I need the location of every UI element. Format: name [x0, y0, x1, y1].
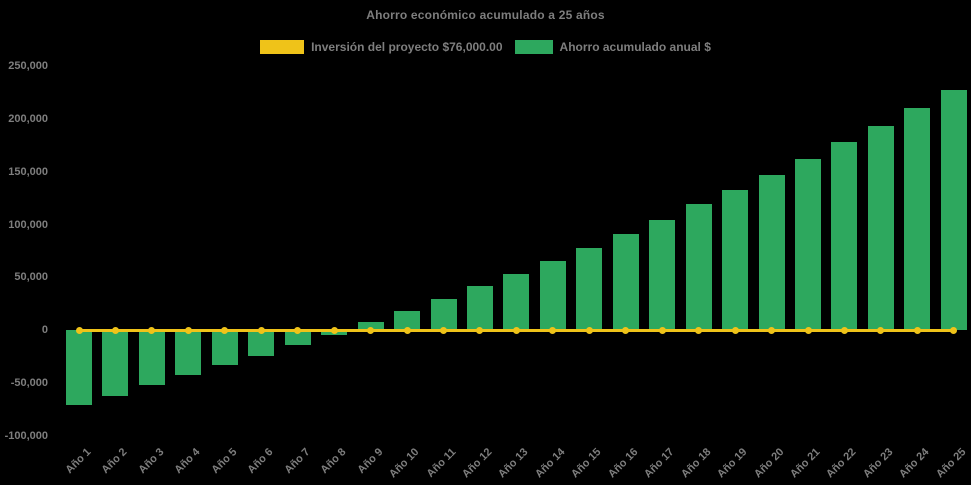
bar-año-9 [357, 321, 384, 331]
investment-marker [585, 326, 593, 334]
x-tick-label: Año 8 [318, 446, 349, 477]
x-tick-label: Año 1 [63, 446, 94, 477]
bar-año-24 [904, 108, 931, 331]
bar-año-16 [612, 234, 639, 331]
y-tick-label: 100,000 [8, 218, 48, 231]
x-tick-label: Año 21 [788, 446, 823, 481]
x-tick-label: Año 18 [678, 446, 714, 481]
y-tick-label: -50,000 [10, 377, 48, 390]
bar-año-5 [211, 330, 238, 366]
bar-año-22 [831, 142, 858, 331]
investment-marker [877, 326, 885, 334]
x-tick-label: Año 2 [99, 446, 130, 477]
bar-año-11 [430, 298, 457, 331]
investment-marker [549, 326, 557, 334]
x-tick-label: Año 24 [897, 446, 932, 481]
bar-año-3 [138, 330, 165, 386]
x-tick-label: Año 10 [387, 446, 422, 481]
bar-año-10 [394, 311, 421, 331]
bar-año-17 [649, 220, 676, 331]
investment-marker [148, 326, 156, 334]
bar-año-19 [722, 189, 749, 331]
investment-marker [184, 326, 192, 334]
bar-año-2 [102, 330, 129, 396]
investment-marker [658, 326, 666, 334]
x-tick-label: Año 15 [569, 446, 604, 481]
y-tick-label: 250,000 [8, 60, 48, 72]
legend-label-ahorro: Ahorro acumulado anual $ [559, 40, 711, 54]
bar-año-13 [503, 274, 530, 331]
x-tick-label: Año 3 [136, 446, 167, 477]
x-tick-label: Año 19 [715, 446, 750, 481]
x-tick-label: Año 12 [459, 446, 495, 481]
x-tick-label: Año 9 [354, 446, 386, 477]
investment-marker [221, 326, 229, 334]
investment-marker [476, 326, 484, 334]
legend-item-inversion: Inversión del proyecto $76,000.00 [260, 40, 503, 54]
x-tick-label: Año 20 [751, 446, 787, 481]
chart-title: Ahorro económico acumulado a 25 años [366, 8, 605, 22]
bar-año-14 [539, 260, 566, 331]
bar-año-6 [248, 330, 275, 356]
bar-año-1 [66, 330, 92, 406]
x-tick-label: Año 13 [496, 446, 531, 481]
bar-año-7 [284, 330, 311, 346]
investment-marker [403, 326, 411, 334]
bar-año-25 [940, 90, 967, 331]
investment-marker [330, 326, 338, 334]
x-tick-label: Año 25 [933, 446, 969, 481]
x-tick-label: Año 16 [605, 446, 641, 481]
bar-año-12 [466, 285, 493, 331]
investment-marker [440, 326, 447, 334]
x-tick-label: Año 5 [209, 446, 240, 477]
x-tick-label: Año 11 [423, 446, 458, 480]
bar-año-4 [175, 330, 202, 375]
y-tick-label: 50,000 [14, 271, 48, 284]
x-tick-label: Año 7 [282, 446, 313, 477]
legend-swatch-green [514, 40, 553, 54]
investment-marker [768, 326, 776, 334]
x-tick-label: Año 17 [642, 446, 677, 481]
investment-marker [913, 326, 921, 334]
investment-marker [695, 326, 703, 334]
x-tick-label: Año 14 [532, 446, 568, 481]
x-tick-label: Año 22 [824, 446, 859, 481]
y-tick-label: 200,000 [8, 112, 48, 125]
bar-año-18 [685, 204, 712, 331]
x-tick-label: Año 4 [172, 446, 203, 477]
investment-marker [367, 326, 375, 334]
y-tick-label: 0 [41, 324, 48, 337]
investment-marker [294, 326, 302, 334]
x-tick-label: Año 23 [860, 446, 896, 481]
investment-marker [512, 326, 520, 334]
investment-marker [257, 326, 265, 334]
legend-swatch-yellow [260, 40, 305, 54]
investment-marker [731, 326, 739, 334]
bar-año-21 [795, 159, 821, 331]
legend-label-inversion: Inversión del proyecto $76,000.00 [311, 40, 503, 54]
bar-año-15 [576, 247, 603, 331]
investment-marker [75, 326, 83, 334]
investment-marker [111, 326, 119, 334]
y-tick-label: 150,000 [8, 165, 48, 178]
legend: Inversión del proyecto $76,000.00 Ahorro… [0, 40, 971, 54]
investment-marker [622, 326, 630, 334]
bar-año-23 [867, 126, 894, 331]
y-tick-label: -100,000 [4, 430, 48, 442]
x-tick-label: Año 6 [245, 446, 276, 477]
investment-marker [804, 326, 812, 334]
bar-año-20 [758, 174, 785, 331]
investment-marker [950, 326, 958, 334]
investment-marker [840, 326, 848, 334]
legend-item-ahorro: Ahorro acumulado anual $ [514, 40, 711, 54]
